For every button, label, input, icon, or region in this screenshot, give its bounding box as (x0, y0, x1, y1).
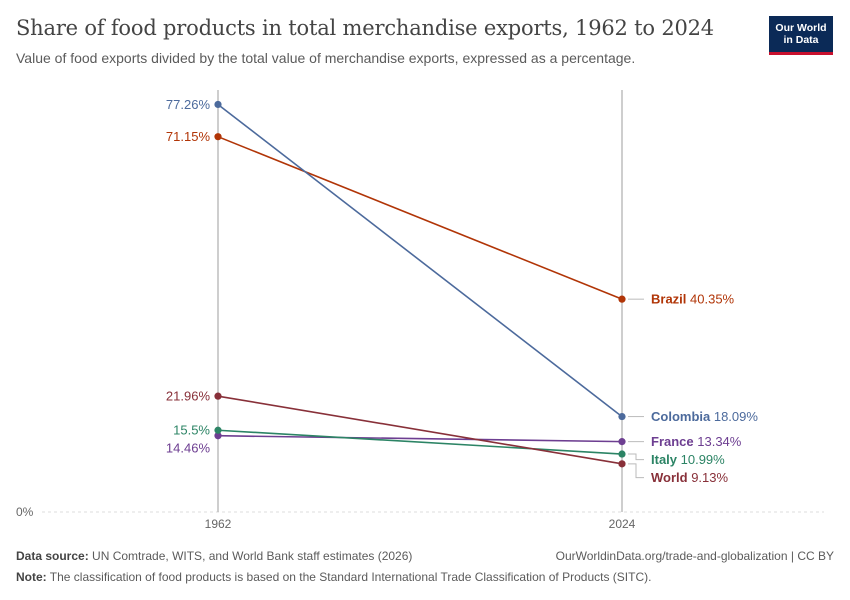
logo-line-1: Our World (775, 22, 827, 34)
series-line-brazil (217, 135, 623, 300)
point-1962-colombia (214, 100, 222, 109)
x-tick-label-1962: 1962 (205, 517, 232, 531)
logo-line-2: in Data (783, 34, 819, 46)
end-label-italy: Italy 10.99% (651, 452, 725, 467)
series-name-france: France (651, 434, 694, 449)
series-layer: 71.15% Brazil 40.35% 77.26% Colombia 18.09%… (166, 97, 758, 485)
chart-subtitle: Value of food exports divided by the tot… (16, 50, 636, 66)
chart-title: Share of food products in total merchand… (16, 16, 714, 40)
series-line-colombia (217, 103, 623, 418)
source-label: Data source: (16, 549, 89, 563)
start-label-italy: 15.5% (173, 423, 210, 438)
footer-source: Data source: UN Comtrade, WITS, and Worl… (16, 549, 834, 563)
y-axis-zero-label: 0% (16, 505, 34, 519)
series-name-brazil: Brazil (651, 292, 686, 307)
point-2024-colombia (618, 412, 626, 421)
series-name-italy: Italy (651, 452, 678, 467)
point-1962-italy (214, 426, 222, 434)
note-text: The classification of food products is b… (49, 570, 652, 584)
series-name-world: World (651, 470, 688, 485)
series-line-france (217, 434, 623, 443)
point-2024-france (618, 438, 626, 446)
start-label-brazil: 71.15% (166, 129, 211, 144)
footer-note: Note: The classification of food product… (16, 570, 834, 584)
point-1962-france (214, 432, 222, 440)
end-label-world: World 9.13% (651, 470, 729, 485)
series-end-value-colombia: 18.09% (710, 409, 758, 424)
owid-logo[interactable]: Our World in Data (769, 16, 833, 55)
series-line-world (217, 395, 623, 465)
series-name-colombia: Colombia (651, 409, 711, 424)
footer-url[interactable]: OurWorldinData.org/trade-and-globalizati… (555, 549, 834, 563)
series-end-value-brazil: 40.35% (686, 292, 734, 307)
end-label-colombia: Colombia 18.09% (651, 409, 758, 424)
connector-world (628, 463, 644, 479)
end-label-france: France 13.34% (651, 434, 742, 449)
series-line-italy (217, 429, 623, 455)
series-end-value-italy: 10.99% (677, 452, 725, 467)
source-text[interactable]: UN Comtrade, WITS, and World Bank staff … (92, 549, 413, 563)
point-2024-brazil (618, 295, 626, 303)
end-label-brazil: Brazil 40.35% (651, 292, 735, 307)
series-end-value-france: 13.34% (694, 434, 742, 449)
slope-chart: 0% 1962 2024 71.15% Brazil 40.35% 77.26% Co… (16, 90, 824, 531)
point-1962-brazil (214, 133, 222, 141)
point-2024-world (618, 460, 626, 468)
point-1962-world (214, 392, 222, 400)
start-label-world: 21.96% (166, 389, 211, 404)
start-label-colombia: 77.26% (166, 97, 211, 112)
start-label-france: 14.46% (166, 441, 211, 456)
series-end-value-world: 9.13% (688, 470, 729, 485)
note-label: Note: (16, 570, 47, 584)
x-tick-label-2024: 2024 (609, 517, 636, 531)
point-2024-italy (618, 450, 626, 458)
connector-italy (628, 453, 644, 461)
